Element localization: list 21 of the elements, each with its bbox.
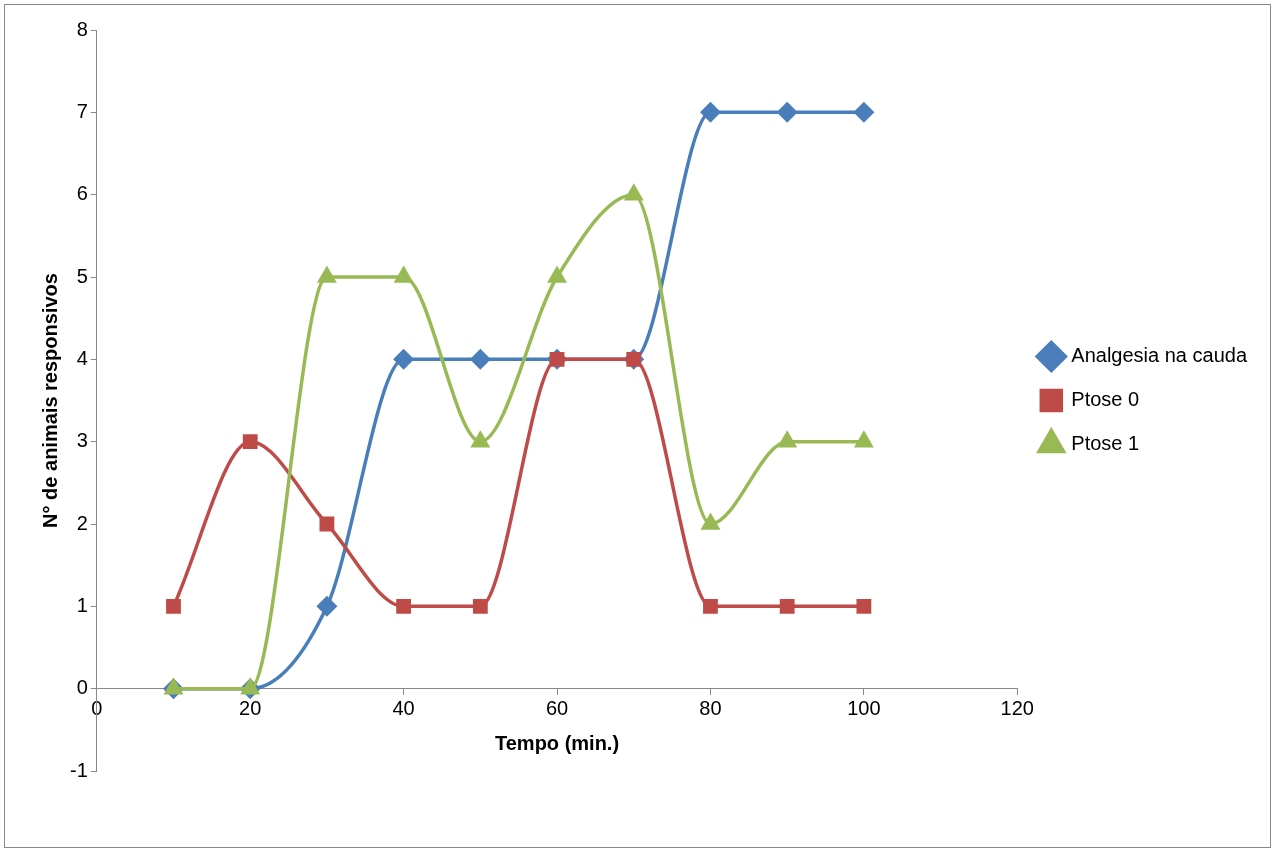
y-tick-label: 2 bbox=[76, 511, 88, 534]
legend-label: Ptose 0 bbox=[1071, 388, 1140, 411]
x-axis-title: Tempo (min.) bbox=[495, 732, 620, 755]
legend-label: Ptose 1 bbox=[1071, 432, 1140, 455]
x-tick-label: 100 bbox=[847, 697, 881, 720]
y-axis-title: N° de animais responsivos bbox=[38, 273, 61, 528]
y-tick-label: 5 bbox=[76, 264, 88, 287]
legend-label: Analgesia na cauda bbox=[1071, 344, 1248, 367]
y-tick-label: 7 bbox=[76, 99, 88, 122]
x-tick-label: 120 bbox=[1000, 697, 1034, 720]
y-tick-label: 3 bbox=[76, 429, 88, 452]
y-tick-label: 1 bbox=[76, 593, 88, 616]
x-tick-label: 60 bbox=[545, 697, 569, 720]
y-tick-label: -1 bbox=[69, 758, 88, 781]
y-tick-label: 0 bbox=[76, 676, 88, 699]
y-tick-label: 6 bbox=[76, 182, 88, 205]
y-tick-label: 4 bbox=[76, 346, 88, 369]
x-tick-label: 40 bbox=[392, 697, 415, 720]
x-tick-label: 20 bbox=[239, 697, 262, 720]
y-tick-label: 8 bbox=[76, 17, 88, 40]
x-tick-label: 80 bbox=[699, 697, 722, 720]
